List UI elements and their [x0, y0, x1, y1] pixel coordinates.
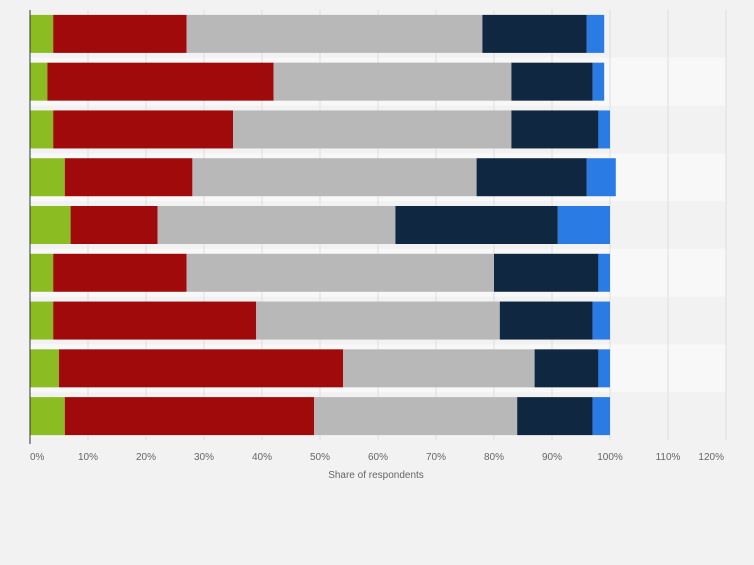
bar-segment [256, 301, 500, 340]
bar-segment [53, 110, 234, 149]
bar-segment [395, 206, 558, 244]
x-tick-label: 20% [136, 452, 156, 463]
x-tick-label: 70% [426, 452, 446, 463]
bar-segment [476, 158, 587, 197]
bar-segment [557, 206, 610, 244]
bar-segment [30, 110, 54, 149]
bar-segment [30, 349, 59, 388]
bars [30, 14, 616, 436]
bar-segment [47, 62, 274, 101]
bar-segment [30, 206, 71, 244]
bar-segment [157, 206, 396, 244]
bar-segment [30, 158, 65, 197]
x-axis: 0% 10% 20% 30% 40% 50% 60% 70% 80% 90% 100% 110% 120… [29, 10, 724, 463]
bar-segment [30, 397, 65, 436]
bar-segment [598, 349, 610, 388]
bar-segment [53, 14, 187, 53]
bar-segment [511, 62, 593, 101]
x-tick-label: 110% [656, 452, 681, 463]
bar-segment [30, 14, 54, 53]
bar-segment [598, 110, 610, 149]
x-tick-label: 80% [484, 452, 504, 463]
x-tick-label: 40% [252, 452, 272, 463]
x-tick-label: 30% [194, 452, 214, 463]
bar-segment [511, 110, 599, 149]
x-tick-label: 60% [368, 452, 388, 463]
x-tick-label: 0% [30, 452, 45, 463]
x-tick-label: 120% [698, 452, 724, 463]
bar-segment [586, 14, 605, 53]
bar-segment [586, 158, 616, 197]
bar-segment [30, 253, 54, 292]
bar-segment [30, 301, 54, 340]
bar-segment [70, 206, 158, 244]
bar-segment [30, 62, 48, 101]
bar-segment [314, 397, 518, 436]
bar-segment [59, 349, 344, 388]
bar-segment [592, 397, 610, 436]
bar-segment [482, 14, 587, 53]
bar-segment [186, 253, 494, 292]
x-tick-label: 50% [310, 452, 330, 463]
bar-segment [186, 14, 483, 53]
x-tick-label: 10% [78, 452, 98, 463]
bar-segment [273, 62, 512, 101]
bar-segment [592, 62, 605, 101]
bar-segment [233, 110, 512, 149]
bar-segment [499, 301, 593, 340]
bar-segment [64, 397, 315, 436]
bar-segment [64, 158, 193, 197]
x-axis-label: Share of respondents [328, 470, 424, 481]
bar-segment [53, 253, 187, 292]
bar-segment [517, 397, 593, 436]
x-tick-label: 100% [597, 452, 623, 463]
bar-segment [598, 253, 610, 292]
bar-segment [494, 253, 599, 292]
x-tick-label: 90% [542, 452, 562, 463]
bar-segment [343, 349, 535, 388]
bar-segment [534, 349, 599, 388]
bar-segment [53, 301, 257, 340]
bar-segment [592, 301, 610, 340]
bar-segment [192, 158, 477, 197]
